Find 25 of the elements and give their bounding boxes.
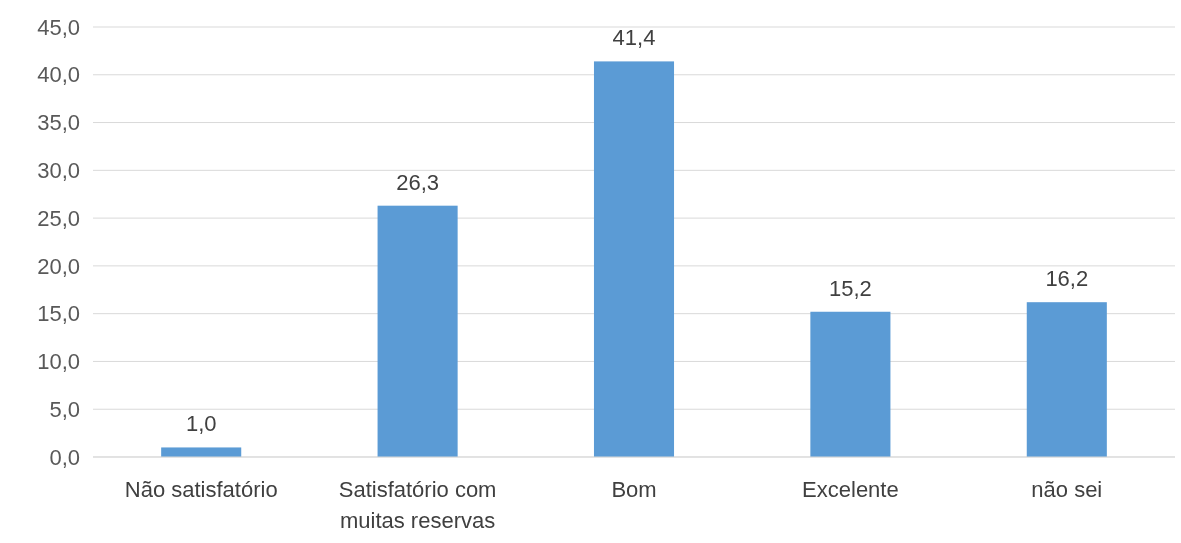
x-tick-label: Excelente <box>802 477 899 502</box>
data-label: 16,2 <box>1045 266 1089 292</box>
y-tick-label: 0,0 <box>49 444 80 470</box>
x-tick-label: não sei <box>1031 477 1103 502</box>
y-tick-label: 35,0 <box>37 110 80 136</box>
y-tick-label: 20,0 <box>37 253 80 279</box>
y-tick-label: 25,0 <box>37 205 80 231</box>
data-label: 15,2 <box>828 275 872 301</box>
y-tick-label: 30,0 <box>37 158 80 184</box>
bar <box>1026 302 1107 457</box>
data-label: 1,0 <box>185 411 217 437</box>
bar <box>593 61 675 457</box>
bar <box>810 311 891 457</box>
bar <box>377 205 458 457</box>
y-tick-label: 40,0 <box>37 62 80 88</box>
y-tick-label: 15,0 <box>37 301 80 327</box>
data-label: 26,3 <box>396 169 440 195</box>
y-tick-label: 10,0 <box>37 349 80 375</box>
bar <box>161 447 242 457</box>
y-tick-label: 45,0 <box>37 14 80 40</box>
data-label: 41,4 <box>612 25 656 51</box>
x-tick-label: Bom <box>611 477 657 502</box>
x-tick-label: Satisfatório com muitas reservas <box>338 477 497 533</box>
x-tick-label: Não satisfatório <box>124 477 278 502</box>
y-tick-label: 5,0 <box>49 396 80 422</box>
